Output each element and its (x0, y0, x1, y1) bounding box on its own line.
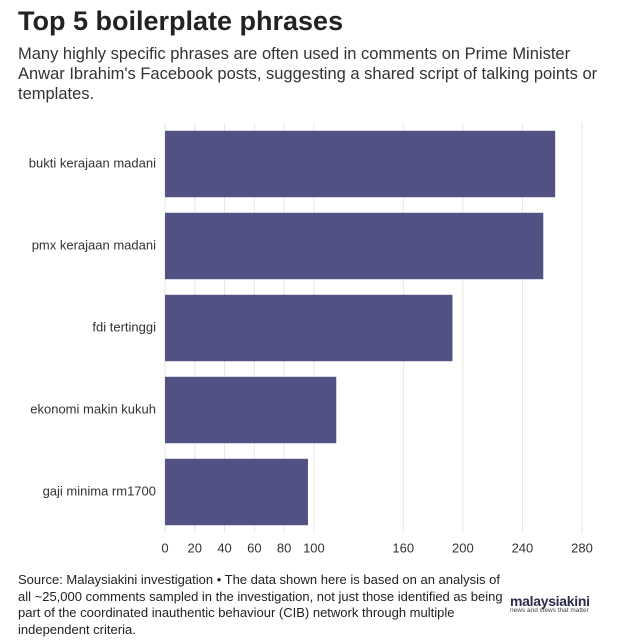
x-tick-label: 200 (452, 540, 474, 555)
y-tick-label: ekonomi makin kukuh (30, 401, 156, 416)
x-tick-label: 80 (277, 540, 291, 555)
source-note: Source: Malaysiakini investigation • The… (18, 572, 503, 637)
y-tick-label: gaji minima rm1700 (43, 483, 156, 498)
logo-tagline: news and views that matter (510, 607, 589, 614)
x-tick-label: 160 (392, 540, 414, 555)
bar (165, 458, 308, 526)
bar (165, 376, 337, 444)
logo-name: malaysiakini (510, 593, 590, 609)
y-tick-label: bukti kerajaan madani (29, 155, 156, 170)
x-tick-label: 240 (512, 540, 534, 555)
x-tick-label: 40 (217, 540, 231, 555)
y-tick-label: fdi tertinggi (92, 319, 156, 334)
chart-subtitle: Many highly specific phrases are often u… (18, 45, 598, 103)
y-tick-label: pmx kerajaan madani (32, 237, 156, 252)
x-tick-label: 280 (571, 540, 593, 555)
logo: malaysiakini news and views that matter (510, 593, 590, 614)
bar (165, 130, 556, 198)
bar (165, 212, 544, 280)
x-tick-label: 100 (303, 540, 325, 555)
x-tick-label: 0 (161, 540, 168, 555)
x-tick-label: 60 (247, 540, 261, 555)
chart-title: Top 5 boilerplate phrases (18, 6, 344, 36)
x-tick-label: 20 (188, 540, 202, 555)
bar (165, 294, 453, 362)
